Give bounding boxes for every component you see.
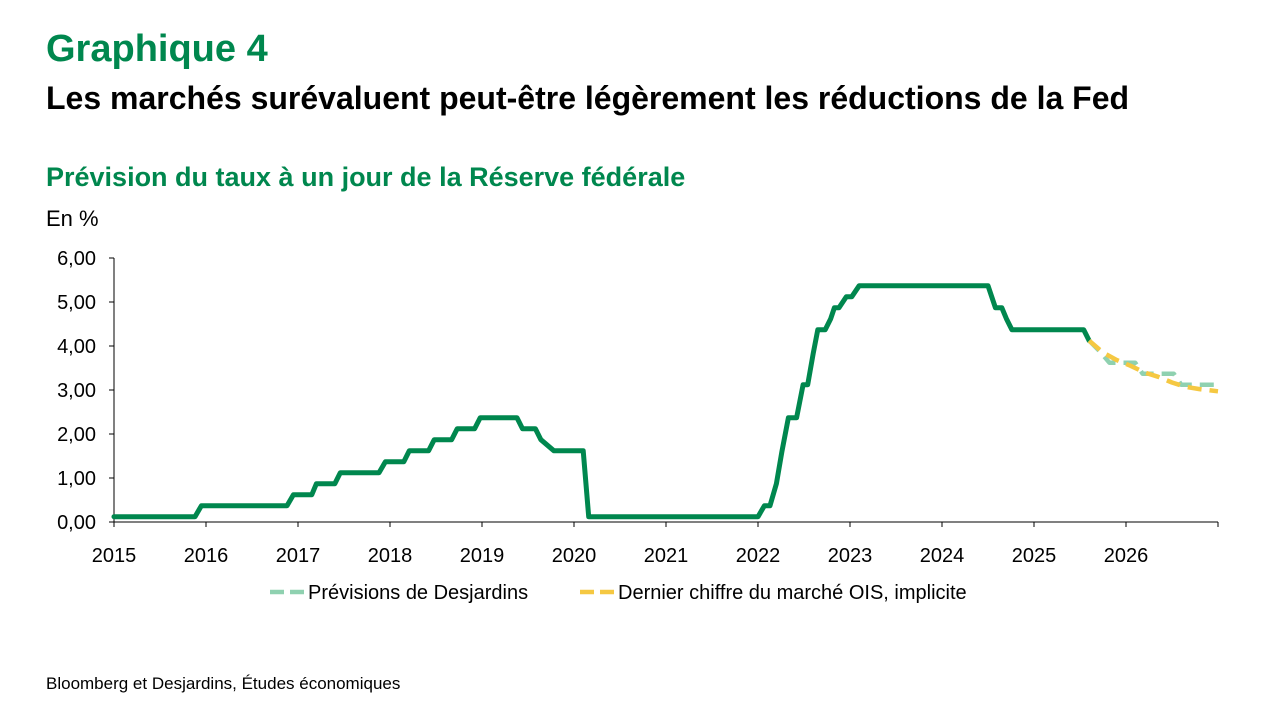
x-tick-label: 2017 — [276, 545, 321, 567]
chart-title: Prévision du taux à un jour de la Réserv… — [46, 162, 686, 192]
y-tick-label: 6,00 — [57, 248, 96, 270]
legend-item-ois-label: Dernier chiffre du marché OIS, implicite — [618, 582, 967, 604]
x-tick-label: 2025 — [1012, 545, 1057, 567]
x-tick-label: 2016 — [184, 545, 229, 567]
y-tick-label: 0,00 — [57, 512, 96, 534]
x-tick-label: 2023 — [828, 545, 873, 567]
axes-layer: 0,00 1,00 2,00 3,00 4,00 5,00 6,00 2015 2016 2017… — [57, 248, 1219, 567]
x-tick-label: 2018 — [368, 545, 413, 567]
historical-rate-line — [111, 283, 1092, 520]
x-tick-label: 2022 — [736, 545, 781, 567]
x-tick-label: 2026 — [1104, 545, 1149, 567]
x-tick-label: 2024 — [920, 545, 965, 567]
x-tick-label: 2015 — [92, 545, 137, 567]
y-axis-unit-label: En % — [46, 206, 99, 231]
x-tick-label: 2020 — [552, 545, 597, 567]
y-tick-label: 3,00 — [57, 380, 96, 402]
legend: Prévisions de Desjardins Dernier chiffre … — [270, 582, 967, 604]
y-tick-label: 4,00 — [57, 336, 96, 358]
series-layer — [111, 283, 1219, 520]
y-tick-label: 5,00 — [57, 292, 96, 314]
ois-implied-line — [1087, 338, 1219, 394]
y-tick-label: 1,00 — [57, 468, 96, 490]
x-tick-label: 2019 — [460, 545, 505, 567]
desjardins-forecast-line — [1087, 339, 1218, 387]
y-tick-label: 2,00 — [57, 424, 96, 446]
figure-number: Graphique 4 — [46, 28, 268, 70]
x-tick-label: 2021 — [644, 545, 689, 567]
legend-item-desjardins-label: Prévisions de Desjardins — [308, 582, 528, 604]
figure-title: Les marchés surévaluent peut-être légère… — [46, 80, 1130, 116]
source-note: Bloomberg et Desjardins, Études économiq… — [46, 674, 401, 693]
